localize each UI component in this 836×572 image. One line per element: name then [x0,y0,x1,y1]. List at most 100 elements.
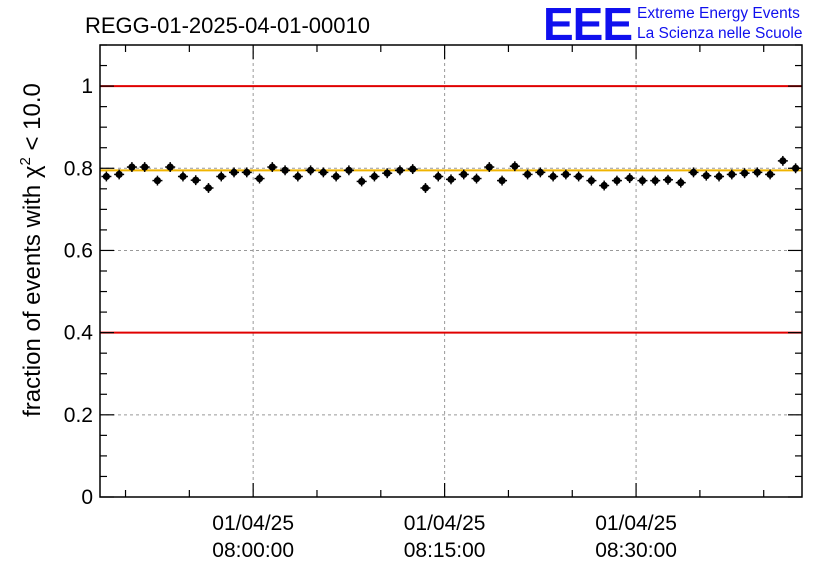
y-tick-label: 0.4 [64,322,94,345]
data-point [318,167,329,178]
data-point [433,171,444,182]
data-marker [638,177,647,185]
data-point [152,175,163,186]
data-marker [102,172,110,181]
data-marker [511,162,519,170]
data-point [675,177,686,188]
svg-text:fraction of events with χ2 < 1: fraction of events with χ2 < 10.0 [17,83,46,417]
data-point [241,167,252,178]
data-marker [153,177,162,185]
data-marker [141,163,149,171]
data-point [471,173,482,184]
data-marker [166,163,174,171]
data-marker [549,172,557,181]
data-point [331,171,342,182]
data-marker [587,177,596,185]
data-point [611,175,622,186]
data-marker [115,170,123,179]
data-marker [715,172,723,181]
data-point [573,171,584,182]
data-point [535,167,546,178]
data-marker [753,168,761,176]
data-point [714,171,725,182]
y-tick-label: 0.8 [64,157,93,180]
data-marker [702,172,710,180]
grid [100,45,802,497]
data-marker [460,170,468,179]
data-point [420,183,431,193]
y-tick-label: 0.6 [64,239,93,262]
data-marker [728,170,736,179]
data-marker [409,165,417,173]
data-marker [243,168,251,176]
data-point [701,170,712,181]
data-marker [294,172,302,181]
data-marker [485,163,493,171]
y-axis-label-prefix: fraction of events with χ [19,165,46,417]
data-point [688,167,699,178]
data-point [548,171,559,182]
data-marker [779,157,787,165]
data-point [229,167,240,178]
data-marker [255,174,264,183]
data-marker [230,168,238,176]
data-point [369,171,380,182]
x-tick-label-date: 01/04/25 [404,512,486,535]
data-marker [268,163,276,171]
x-tick-label-time: 08:00:00 [212,539,294,562]
data-point [177,171,188,182]
plot-frame [99,44,803,498]
y-tick-label: 1 [81,75,93,98]
data-marker [626,174,634,182]
data-point [458,169,469,180]
data-point [560,169,571,180]
data-point [292,171,303,182]
data-point [305,165,316,176]
data-marker [740,169,749,177]
data-point [777,155,788,166]
data-point [726,169,737,180]
data-marker [434,172,442,181]
data-point [765,169,776,180]
data-marker [677,179,685,187]
data-point [203,183,214,193]
y-axis-label-suffix: < 10.0 [19,83,46,157]
data-point [599,180,610,191]
data-point [382,168,393,179]
data-point [139,162,150,172]
data-point [624,173,635,184]
x-tick-label-date: 01/04/25 [212,512,294,535]
data-marker [766,170,774,179]
eee-logo: EEE Extreme Energy Events La Scienza nel… [543,0,802,50]
y-tick-label: 0 [81,486,93,509]
logo-text: EEE [543,0,632,50]
data-marker [179,172,187,181]
data-marker [575,172,583,181]
logo-line-2: La Scienza nelle Scuole [637,25,802,42]
axis-ticks [100,44,802,498]
data-point [267,162,278,172]
data-marker [498,177,506,185]
data-point [484,162,495,172]
data-point [343,165,354,176]
chart-title: REGG-01-2025-04-01-00010 [85,13,370,38]
data-marker [345,166,353,174]
data-marker [358,177,366,186]
data-point [586,175,597,186]
data-point [650,175,661,186]
data-marker [536,168,544,176]
x-tick-label-date: 01/04/25 [595,512,677,535]
data-marker [472,174,481,183]
data-marker [651,177,659,185]
data-marker [307,166,315,174]
data-point [280,165,291,176]
data-point [114,169,125,180]
data-point [216,171,227,182]
data-marker [128,163,136,171]
data-point [126,162,137,172]
plot-border [99,44,803,498]
data-point [254,173,265,184]
x-tick-label-time: 08:15:00 [404,539,486,562]
y-axis-label-superscript: 2 [17,157,34,165]
